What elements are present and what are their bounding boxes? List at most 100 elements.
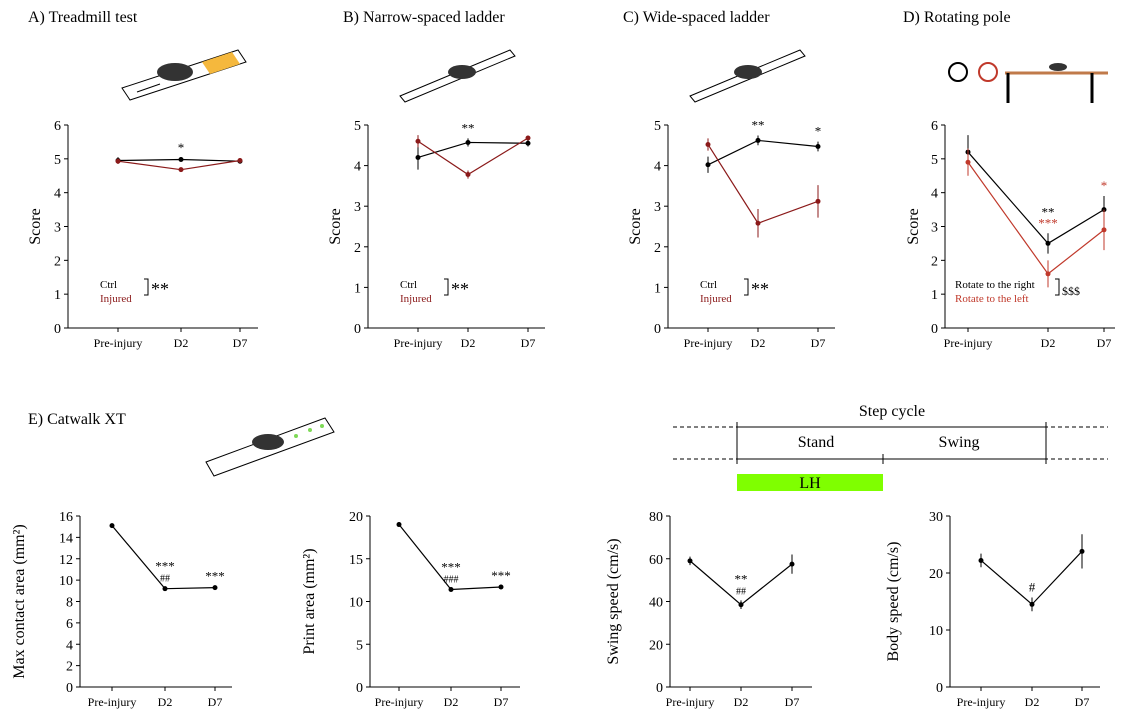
y-axis-label: Print area (mm²) (301, 548, 318, 654)
data-point (789, 561, 795, 567)
y-tick-label: 15 (349, 553, 363, 568)
y-tick-label: 30 (929, 510, 943, 525)
significance-mark: ** (462, 120, 475, 135)
data-point (448, 587, 454, 593)
y-tick-label: 3 (354, 200, 361, 215)
data-point (1079, 548, 1085, 554)
x-tick-label: D2 (174, 336, 189, 350)
group-significance: ** (451, 279, 469, 299)
data-point (1045, 240, 1051, 246)
y-tick-label: 40 (649, 596, 663, 611)
x-tick-label: D7 (1075, 695, 1090, 709)
data-point (415, 154, 421, 160)
y-tick-label: 4 (66, 638, 73, 653)
y-tick-label: 3 (654, 200, 661, 215)
series-line (967, 151, 1105, 245)
data-point (755, 137, 761, 143)
significance-mark: # (1029, 580, 1036, 595)
y-tick-label: 0 (354, 322, 361, 337)
x-tick-label: Pre-injury (88, 695, 137, 709)
significance-mark: *** (491, 568, 511, 583)
data-point (525, 140, 531, 146)
stand-label: Stand (798, 434, 834, 451)
significance-mark: ## (160, 574, 170, 585)
data-point (415, 138, 421, 144)
y-tick-label: 4 (931, 187, 938, 202)
legend-label: Injured (700, 293, 732, 305)
x-tick-label: D2 (461, 336, 476, 350)
panel-title: B) Narrow-spaced ladder (343, 9, 505, 26)
significance-mark: ### (444, 575, 459, 586)
y-axis-label: Body speed (cm/s) (885, 542, 902, 662)
x-tick-label: Pre-injury (375, 695, 424, 709)
y-tick-label: 80 (649, 510, 663, 525)
ladder-icon (689, 49, 806, 103)
data-point (178, 167, 184, 173)
y-tick-label: 6 (54, 119, 61, 134)
x-tick-label: Pre-injury (394, 336, 443, 350)
significance-mark: *** (155, 559, 175, 574)
series-line (707, 139, 819, 166)
y-axis-label: Score (327, 208, 344, 244)
y-tick-label: 1 (354, 281, 361, 296)
data-point (1101, 227, 1107, 233)
data-point (162, 586, 168, 592)
y-tick-label: 16 (59, 510, 73, 525)
y-axis-label: Score (905, 208, 922, 244)
data-point (109, 523, 115, 529)
data-point (525, 135, 531, 141)
data-point (1045, 271, 1051, 277)
y-tick-label: 60 (649, 553, 663, 568)
step-cycle-diagram: Step cycle Stand Swing LH (673, 403, 1108, 492)
x-tick-label: D2 (1041, 336, 1056, 350)
legend-label: Injured (100, 293, 132, 305)
y-tick-label: 5 (354, 119, 361, 134)
y-tick-label: 10 (349, 596, 363, 611)
legend-label: Injured (400, 293, 432, 305)
y-tick-label: 8 (66, 596, 73, 611)
y-tick-label: 0 (356, 681, 363, 696)
legend-bracket (1055, 278, 1060, 296)
legend-label: Rotate to the right (955, 279, 1035, 291)
y-tick-label: 0 (54, 322, 61, 337)
x-tick-label: D7 (494, 695, 509, 709)
x-tick-label: D7 (233, 336, 248, 350)
significance-mark: ** (1042, 204, 1055, 219)
y-tick-label: 3 (931, 221, 938, 236)
y-tick-label: 5 (654, 119, 661, 134)
x-tick-label: Pre-injury (957, 695, 1006, 709)
catwalk-icon (205, 417, 335, 477)
significance-mark: ** (752, 118, 765, 133)
y-tick-label: 0 (66, 681, 73, 696)
y-tick-label: 5 (356, 638, 363, 653)
data-point (465, 172, 471, 178)
y-tick-label: 10 (59, 574, 73, 589)
y-tick-label: 0 (656, 681, 663, 696)
data-point (115, 158, 121, 164)
y-tick-label: 12 (59, 553, 73, 568)
y-axis-label: Score (27, 208, 44, 244)
significance-mark: *** (441, 560, 461, 575)
data-point (978, 557, 984, 563)
y-tick-label: 14 (59, 531, 73, 546)
series-line (980, 550, 1083, 606)
data-point (965, 159, 971, 165)
y-tick-label: 3 (54, 221, 61, 236)
data-point (755, 220, 761, 226)
x-tick-label: D7 (521, 336, 536, 350)
step-cycle-title: Step cycle (859, 403, 925, 420)
data-point (498, 584, 504, 590)
y-tick-label: 5 (54, 153, 61, 168)
data-point (705, 141, 711, 147)
y-axis-label: Max contact area (mm²) (11, 524, 28, 679)
group-significance: ** (751, 279, 769, 299)
y-tick-label: 4 (354, 160, 361, 175)
y-tick-label: 2 (66, 660, 73, 675)
x-tick-label: D7 (811, 336, 826, 350)
y-tick-label: 6 (66, 617, 73, 632)
x-tick-label: D2 (734, 695, 749, 709)
y-tick-label: 6 (931, 119, 938, 134)
y-tick-label: 2 (931, 254, 938, 269)
y-tick-label: 4 (654, 160, 661, 175)
panel-title: C) Wide-spaced ladder (623, 9, 770, 26)
